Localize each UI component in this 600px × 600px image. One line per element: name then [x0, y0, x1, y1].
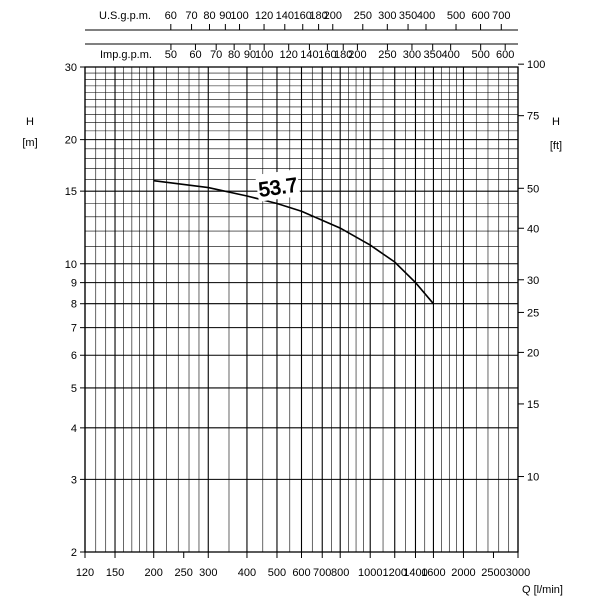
y-left-tick-label: 5 — [71, 383, 77, 395]
x-tick-label: 3000 — [506, 567, 530, 579]
x-tick-label: 600 — [292, 567, 310, 579]
top-imp-tick-label: 140 — [300, 49, 318, 61]
top-imp-tick-label: 70 — [210, 49, 222, 61]
grid — [84, 66, 519, 553]
top-imp-tick-label: 500 — [471, 49, 489, 61]
tick-labels: 120 150 200 250 300 400 500 600 700 800 1000 120014… — [65, 10, 546, 579]
x-tick-label: 1200 — [382, 567, 406, 579]
y-axis-right-unit: [ft] — [550, 140, 562, 152]
top-us-tick-label: 80 — [203, 10, 215, 22]
top-us-tick-label: 160 — [294, 10, 312, 22]
x-tick-label: 400 — [238, 567, 256, 579]
y-axis-left-title: H — [26, 116, 34, 128]
top-imp-tick-label: 160 — [318, 49, 336, 61]
x-tick-label: 150 — [106, 567, 124, 579]
top-us-tick-label: 300 — [378, 10, 396, 22]
top-imp-tick-label: 90 — [244, 49, 256, 61]
x-tick-label: 1600 — [421, 567, 445, 579]
y-right-tick-label: 40 — [527, 223, 539, 235]
x-tick-label: 1000 — [358, 567, 382, 579]
y-left-tick-label: 4 — [71, 423, 77, 435]
curve-series-53-7 — [153, 179, 435, 305]
y-left-tick-label: 8 — [71, 299, 77, 311]
top-us-tick-label: 400 — [417, 10, 435, 22]
top-us-tick-label: 60 — [165, 10, 177, 22]
y-left-tick-label: 7 — [71, 323, 77, 335]
y-left-tick-label: 3 — [71, 474, 77, 486]
top-us-tick-label: 120 — [255, 10, 273, 22]
y-right-tick-label: 75 — [527, 111, 539, 123]
top-us-tick-label: 500 — [447, 10, 465, 22]
top-imp-tick-label: 200 — [348, 49, 366, 61]
y-right-tick-label: 15 — [527, 399, 539, 411]
x-tick-label: 800 — [331, 567, 349, 579]
x-tick-label: 700 — [313, 567, 331, 579]
top-imp-tick-label: 600 — [496, 49, 514, 61]
top-imp-tick-label: 120 — [280, 49, 298, 61]
top-axis-imp-title: Imp.g.p.m. — [100, 49, 152, 61]
x-tick-label: 2000 — [451, 567, 475, 579]
top-imp-tick-label: 80 — [228, 49, 240, 61]
x-axis-title: Q [l/min] — [522, 584, 563, 596]
curve-label-text: 53.7 — [257, 174, 299, 201]
y-right-tick-label: 30 — [527, 275, 539, 287]
axis-ticks — [80, 24, 524, 558]
top-imp-tick-label: 250 — [378, 49, 396, 61]
y-left-tick-label: 10 — [65, 259, 77, 271]
top-imp-tick-label: 60 — [189, 49, 201, 61]
y-left-tick-label: 15 — [65, 186, 77, 198]
y-right-tick-label: 100 — [527, 59, 545, 71]
top-us-tick-label: 100 — [230, 10, 248, 22]
top-us-tick-label: 90 — [219, 10, 231, 22]
y-right-tick-label: 25 — [527, 307, 539, 319]
y-right-tick-label: 50 — [527, 183, 539, 195]
y-axis-left-unit: [m] — [22, 137, 37, 149]
x-tick-label: 200 — [145, 567, 163, 579]
y-left-tick-label: 6 — [71, 350, 77, 362]
y-axis-right-title: H — [552, 116, 560, 128]
y-left-tick-label: 20 — [65, 135, 77, 147]
x-tick-label: 500 — [268, 567, 286, 579]
y-left-tick-label: 30 — [65, 62, 77, 74]
top-us-tick-label: 700 — [492, 10, 510, 22]
top-us-tick-label: 180 — [309, 10, 327, 22]
top-imp-tick-label: 400 — [441, 49, 459, 61]
curve-label: 53.7 — [255, 169, 301, 202]
y-right-tick-label: 20 — [527, 347, 539, 359]
y-left-tick-label: 2 — [71, 547, 77, 559]
x-tick-label: 120 — [76, 567, 94, 579]
y-left-tick-label: 9 — [71, 278, 77, 290]
top-imp-tick-label: 300 — [403, 49, 421, 61]
y-right-tick-label: 10 — [527, 472, 539, 484]
top-us-tick-label: 250 — [354, 10, 372, 22]
top-us-tick-label: 350 — [399, 10, 417, 22]
curve-label-background — [255, 169, 301, 202]
top-us-tick-label: 70 — [185, 10, 197, 22]
top-imp-tick-label: 50 — [165, 49, 177, 61]
top-us-tick-label: 140 — [276, 10, 294, 22]
top-imp-tick-label: 350 — [424, 49, 442, 61]
top-imp-tick-label: 100 — [255, 49, 273, 61]
x-tick-label: 300 — [199, 567, 217, 579]
top-axis-us-title: U.S.g.p.m. — [99, 10, 151, 22]
x-tick-label: 1400 — [403, 567, 427, 579]
x-tick-label: 250 — [175, 567, 193, 579]
top-us-tick-label: 600 — [471, 10, 489, 22]
top-imp-tick-label: 180 — [334, 49, 352, 61]
x-tick-label: 2500 — [481, 567, 505, 579]
top-us-tick-label: 200 — [324, 10, 342, 22]
